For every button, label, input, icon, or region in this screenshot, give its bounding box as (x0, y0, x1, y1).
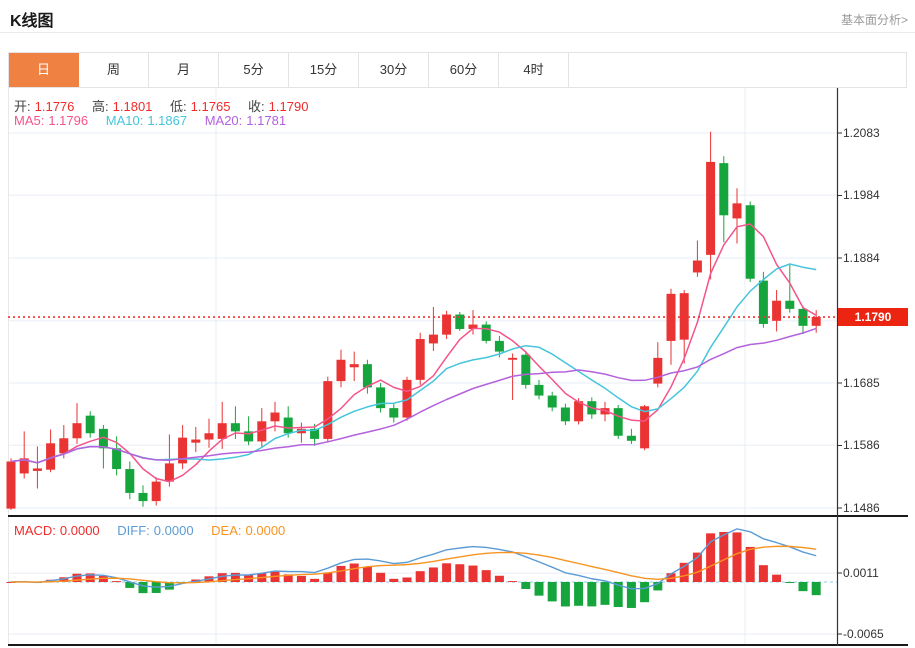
price-axis-label-2: 1.1984 (843, 188, 880, 202)
ma20-value: 1.1781 (246, 113, 287, 128)
fundamental-analysis-link[interactable]: 基本面分析> (840, 13, 908, 27)
header-divider (0, 32, 915, 33)
tab-30min[interactable]: 30分 (359, 53, 429, 87)
price-axis-label-5: 1.1586 (843, 438, 880, 452)
period-tabbar: 日 周 月 5分 15分 30分 60分 4时 (8, 52, 907, 88)
current-price-badge: 1.1790 (838, 308, 908, 326)
ma5-value: 1.1796 (48, 113, 89, 128)
price-axis-label-4: 1.1685 (843, 376, 880, 390)
macd-value: 0.0000 (59, 523, 100, 538)
dea-label: DEA: (211, 523, 242, 538)
diff-value: 0.0000 (153, 523, 194, 538)
tab-60min[interactable]: 60分 (429, 53, 499, 87)
tab-15min[interactable]: 15分 (289, 53, 359, 87)
macd-label: MACD: (14, 523, 56, 538)
ma20-label: MA20: (204, 113, 243, 128)
low-value: 1.1765 (190, 99, 231, 114)
ma-readout: MA5: 1.1796 MA10: 1.1867 MA20: 1.1781 (14, 113, 290, 128)
price-axis-label-6: 1.1486 (843, 501, 880, 515)
price-axis-label-3: 1.1884 (843, 251, 880, 265)
tabbar-filler (569, 53, 906, 87)
open-label: 开: (14, 99, 31, 114)
open-value: 1.1776 (34, 99, 75, 114)
ohlc-readout: 开: 1.1776 高: 1.1801 低: 1.1765 收: 1.1790 (14, 96, 312, 115)
diff-label: DIFF: (117, 523, 150, 538)
macd-axis-label-2: -0.0065 (843, 627, 884, 641)
tab-month[interactable]: 月 (149, 53, 219, 87)
tab-day[interactable]: 日 (9, 53, 79, 87)
page-title: K线图 (10, 13, 54, 30)
tab-week[interactable]: 周 (79, 53, 149, 87)
macd-readout: MACD: 0.0000 DIFF: 0.0000 DEA: 0.0000 (14, 523, 289, 538)
high-value: 1.1801 (112, 99, 153, 114)
macd-axis-label-1: 0.0011 (843, 566, 879, 580)
tab-5min[interactable]: 5分 (219, 53, 289, 87)
close-label: 收: (248, 99, 265, 114)
close-value: 1.1790 (268, 99, 309, 114)
ma10-label: MA10: (105, 113, 144, 128)
dea-value: 0.0000 (245, 523, 286, 538)
tab-4hour[interactable]: 4时 (499, 53, 569, 87)
high-label: 高: (92, 99, 109, 114)
ma5-label: MA5: (14, 113, 45, 128)
ma10-value: 1.1867 (147, 113, 188, 128)
low-label: 低: (170, 99, 187, 114)
price-axis-label-1: 1.2083 (843, 126, 880, 140)
